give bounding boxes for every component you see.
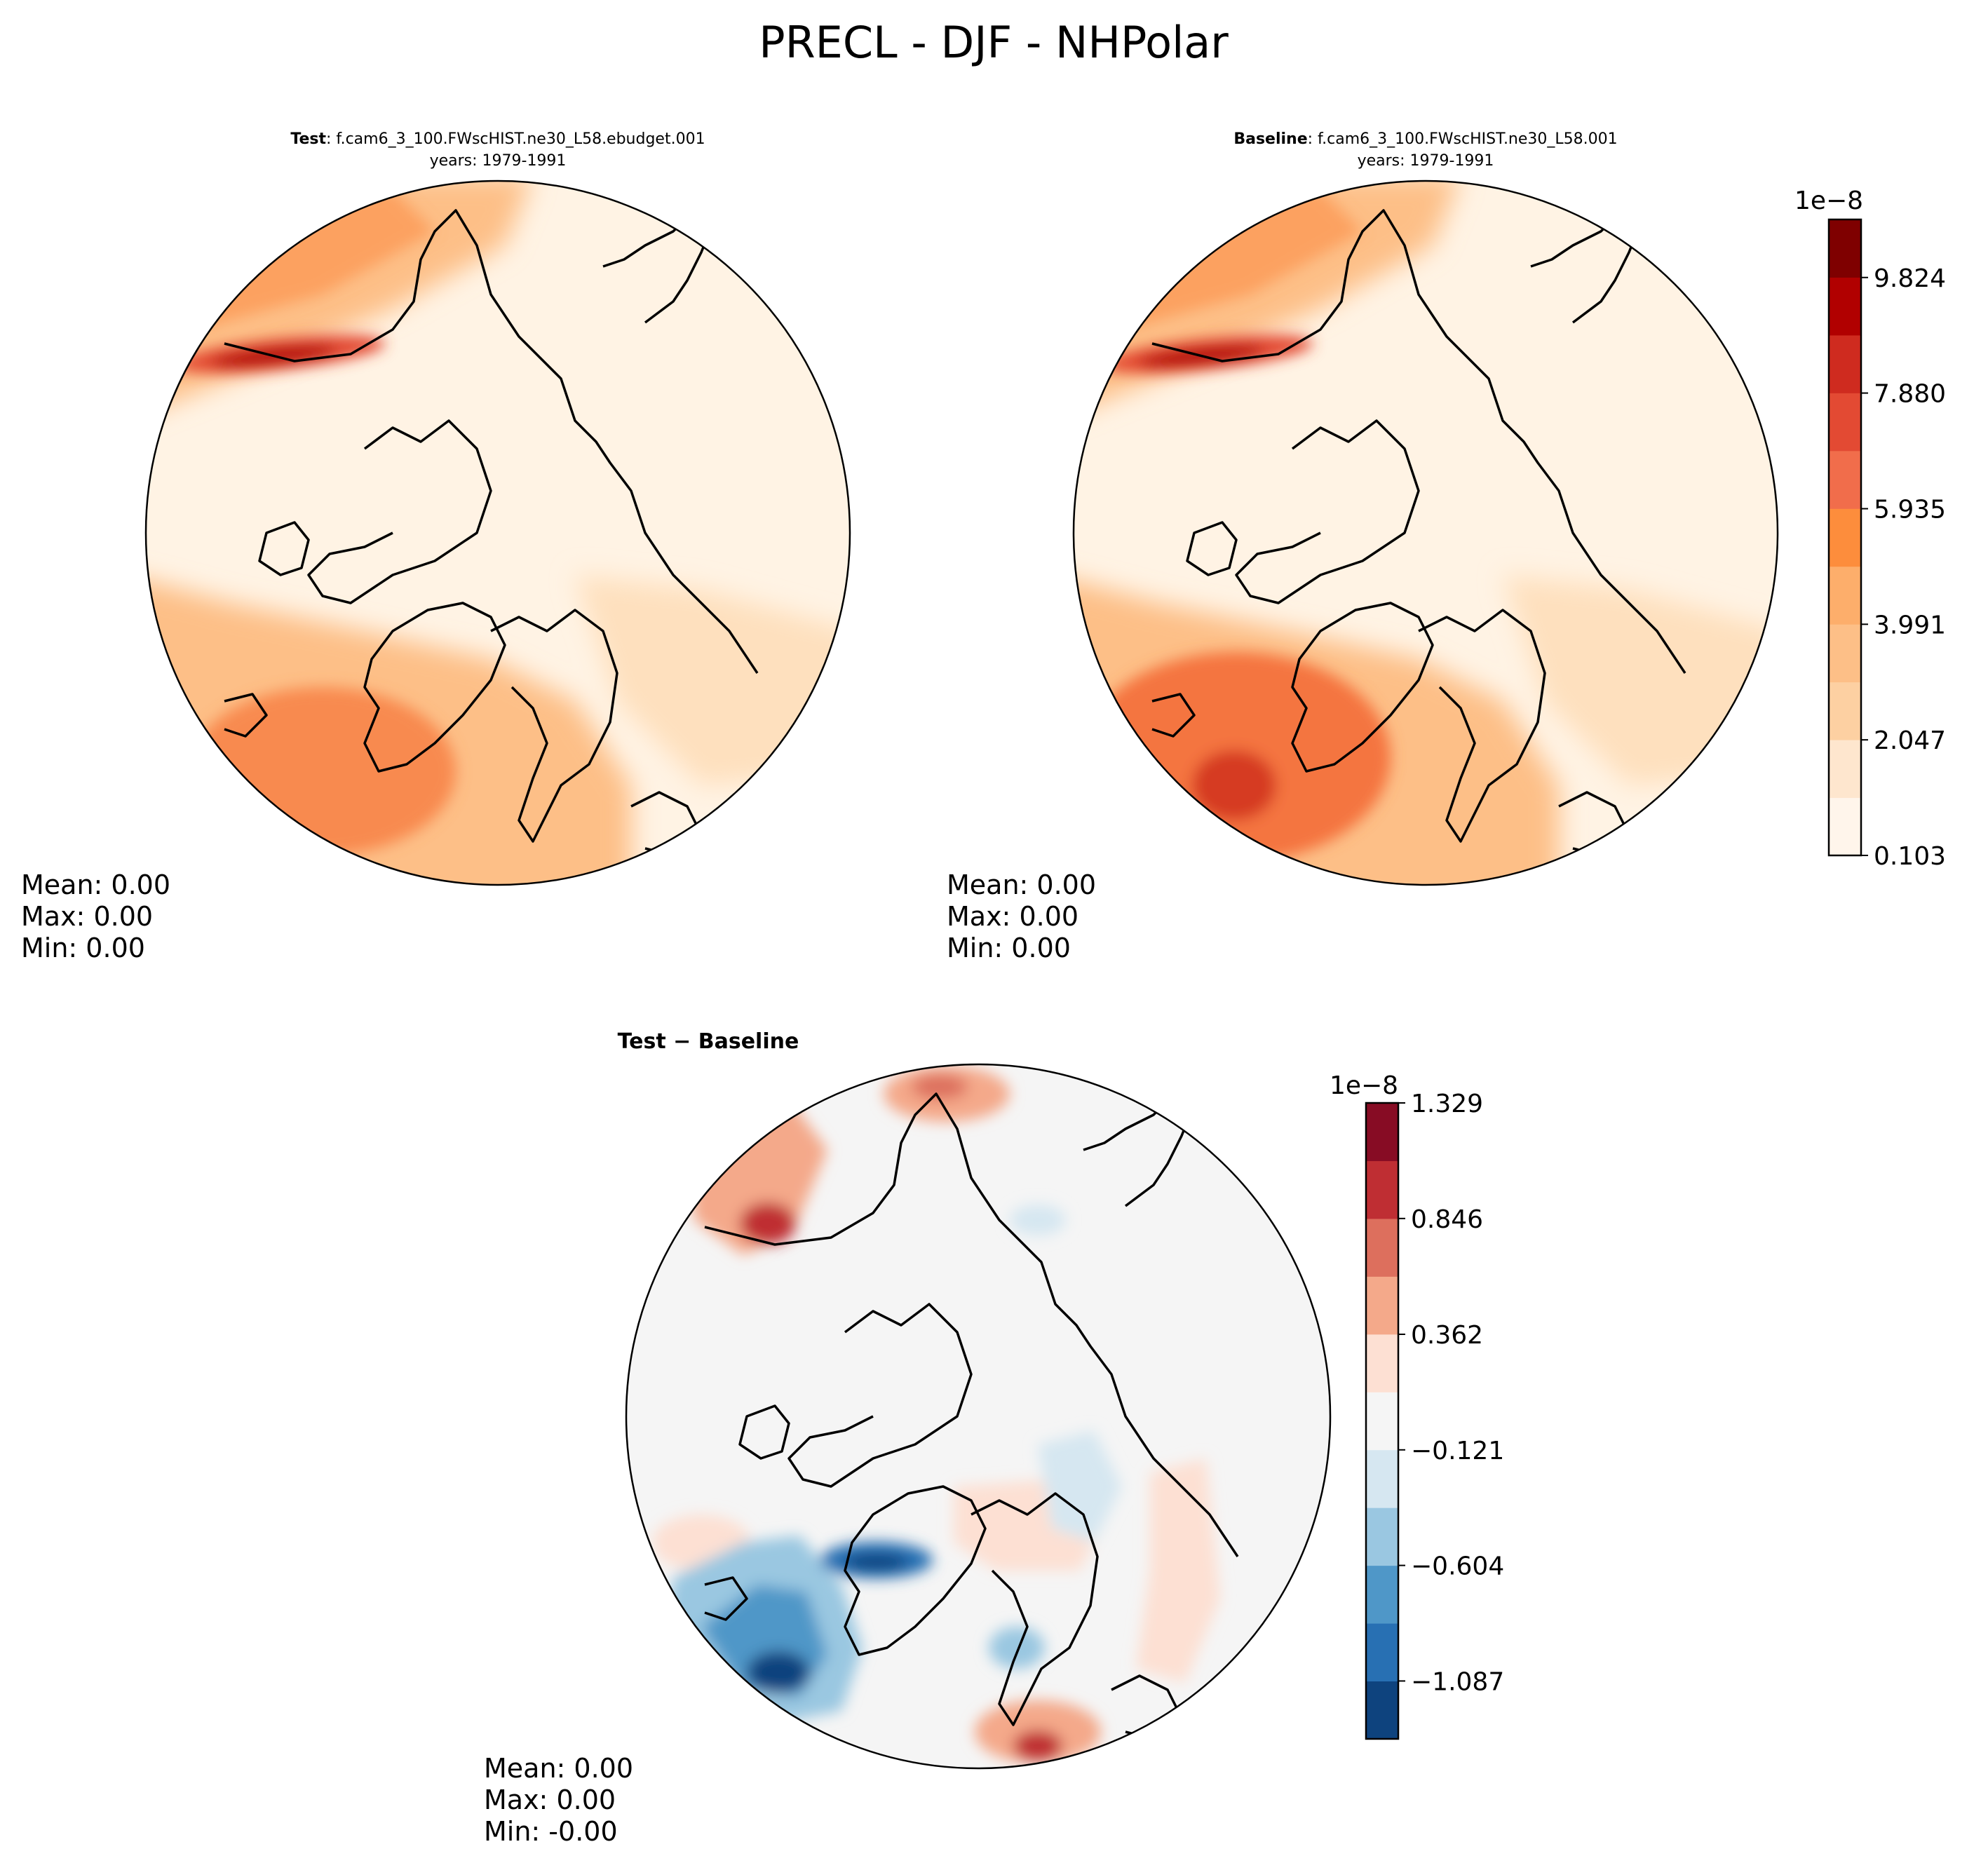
baseline-stat-mean: Mean: 0.00 bbox=[947, 869, 1096, 900]
diff-colorbar-segment bbox=[1366, 1276, 1398, 1335]
diff-stat-mean: Mean: 0.00 bbox=[484, 1753, 633, 1784]
diff-field-neg-scandinavia bbox=[1038, 1430, 1122, 1543]
diff-colorbar-segment bbox=[1366, 1623, 1398, 1682]
diff-colorbar-segment bbox=[1366, 1392, 1398, 1451]
diff-colorbar-segment bbox=[1366, 1507, 1398, 1566]
diff-colorbar-tick-label: −0.121 bbox=[1411, 1437, 1504, 1465]
baseline-colorbar-exponent: 1e−8 bbox=[1794, 187, 1863, 215]
test-title: Test: f.cam6_3_100.FWscHIST.ne30_L58.ebu… bbox=[290, 130, 705, 148]
baseline-title-bold: Baseline bbox=[1233, 130, 1307, 148]
test-map-frame bbox=[144, 179, 851, 886]
diff-field-neg-greenland-core bbox=[845, 1554, 908, 1571]
baseline-colorbar-segment bbox=[1829, 219, 1861, 278]
baseline-colorbar-tick-label: 3.991 bbox=[1874, 611, 1946, 639]
diff-panel: Test − Baseline bbox=[484, 1029, 1504, 1847]
diff-map bbox=[626, 1064, 1330, 1768]
baseline-colorbar-segment bbox=[1829, 450, 1861, 509]
diff-colorbar-exponent: 1e−8 bbox=[1330, 1071, 1398, 1100]
baseline-colorbar-segment bbox=[1829, 393, 1861, 452]
diff-stat-min: Min: -0.00 bbox=[484, 1816, 618, 1847]
baseline-colorbar-segment bbox=[1829, 797, 1861, 856]
baseline-field-atlantic-max bbox=[1192, 750, 1276, 820]
diff-colorbar: 1e−8 −1.087 −0.604 −0.121 0.362 0.846 1.329 bbox=[1330, 1071, 1504, 1740]
baseline-colorbar: 1e−8 0.103 2.047 3.991 5.935 7.880 9.824 bbox=[1794, 187, 1946, 871]
diff-field-pos-east-band bbox=[1136, 1458, 1220, 1683]
test-field-east-band bbox=[575, 575, 850, 785]
diff-colorbar-tick-label: 0.362 bbox=[1411, 1321, 1483, 1350]
baseline-colorbar-segment bbox=[1829, 508, 1861, 567]
test-title-rest: : f.cam6_3_100.FWscHIST.ne30_L58.ebudget… bbox=[326, 130, 705, 148]
baseline-colorbar-tick-label: 2.047 bbox=[1874, 726, 1946, 755]
baseline-colorbar-tick-label: 5.935 bbox=[1874, 496, 1946, 524]
diff-colorbar-segment bbox=[1366, 1218, 1398, 1277]
diff-coastlines bbox=[704, 1078, 1330, 1740]
diff-field-neg-north bbox=[1010, 1205, 1066, 1235]
diff-colorbar-frame bbox=[1365, 1102, 1400, 1740]
test-panel: Test: f.cam6_3_100.FWscHIST.ne30_L58.ebu… bbox=[21, 130, 851, 963]
baseline-stat-min: Min: 0.00 bbox=[947, 933, 1071, 963]
baseline-map bbox=[1074, 181, 1778, 885]
baseline-colorbar-tick-label: 7.880 bbox=[1874, 380, 1946, 409]
baseline-colorbar-tick-label: 9.824 bbox=[1874, 264, 1946, 293]
test-map bbox=[146, 181, 850, 885]
baseline-colorbar-segment bbox=[1829, 624, 1861, 683]
diff-colorbar-tick-label: −1.087 bbox=[1411, 1667, 1504, 1696]
diff-field-neg-baltic bbox=[989, 1627, 1045, 1669]
diff-field-neg-atlantic-core bbox=[747, 1651, 810, 1693]
diff-map-frame bbox=[625, 1063, 1332, 1770]
diff-title: Test − Baseline bbox=[618, 1029, 799, 1054]
baseline-subtitle: years: 1979-1991 bbox=[1358, 152, 1494, 170]
test-subtitle: years: 1979-1991 bbox=[430, 152, 567, 170]
diff-colorbar-segment bbox=[1366, 1681, 1398, 1740]
diff-colorbar-tick-label: 0.846 bbox=[1411, 1205, 1483, 1234]
figure-title: PRECL - DJF - NHPolar bbox=[759, 17, 1229, 68]
baseline-title: Baseline: f.cam6_3_100.FWscHIST.ne30_L58… bbox=[1233, 130, 1617, 148]
test-stat-min: Min: 0.00 bbox=[21, 933, 145, 963]
diff-field-pos-northwest-core bbox=[740, 1202, 796, 1245]
baseline-colorbar-segment bbox=[1829, 334, 1861, 393]
baseline-colorbar-segment bbox=[1829, 277, 1861, 336]
diff-colorbar-segment bbox=[1366, 1160, 1398, 1219]
diff-field-pos-north-core bbox=[912, 1074, 968, 1099]
baseline-stat-max: Max: 0.00 bbox=[947, 901, 1078, 932]
baseline-colorbar-segment bbox=[1829, 682, 1861, 740]
diff-colorbar-segment bbox=[1366, 1449, 1398, 1508]
test-stat-mean: Mean: 0.00 bbox=[21, 869, 170, 900]
diff-colorbar-segment bbox=[1366, 1565, 1398, 1624]
baseline-colorbar-tick-label: 0.103 bbox=[1874, 842, 1946, 871]
diff-colorbar-tick-label: 1.329 bbox=[1411, 1090, 1483, 1118]
diff-colorbar-segment bbox=[1366, 1334, 1398, 1393]
baseline-colorbar-segment bbox=[1829, 740, 1861, 799]
test-stat-max: Max: 0.00 bbox=[21, 901, 153, 932]
diff-stat-max: Max: 0.00 bbox=[484, 1784, 616, 1815]
test-title-bold: Test bbox=[290, 130, 326, 148]
baseline-title-rest: : f.cam6_3_100.FWscHIST.ne30_L58.001 bbox=[1308, 130, 1618, 148]
diff-colorbar-segment bbox=[1366, 1103, 1398, 1161]
baseline-map-frame bbox=[1072, 179, 1779, 886]
diff-colorbar-tick-label: −0.604 bbox=[1411, 1552, 1504, 1581]
baseline-colorbar-segment bbox=[1829, 566, 1861, 625]
baseline-field-east-band bbox=[1503, 575, 1778, 785]
baseline-colorbar-frame bbox=[1827, 218, 1862, 857]
diff-field-pos-south-core bbox=[1013, 1730, 1062, 1761]
test-field-atlantic-core bbox=[189, 687, 456, 855]
baseline-panel: Baseline: f.cam6_3_100.FWscHIST.ne30_L58… bbox=[947, 130, 1946, 963]
